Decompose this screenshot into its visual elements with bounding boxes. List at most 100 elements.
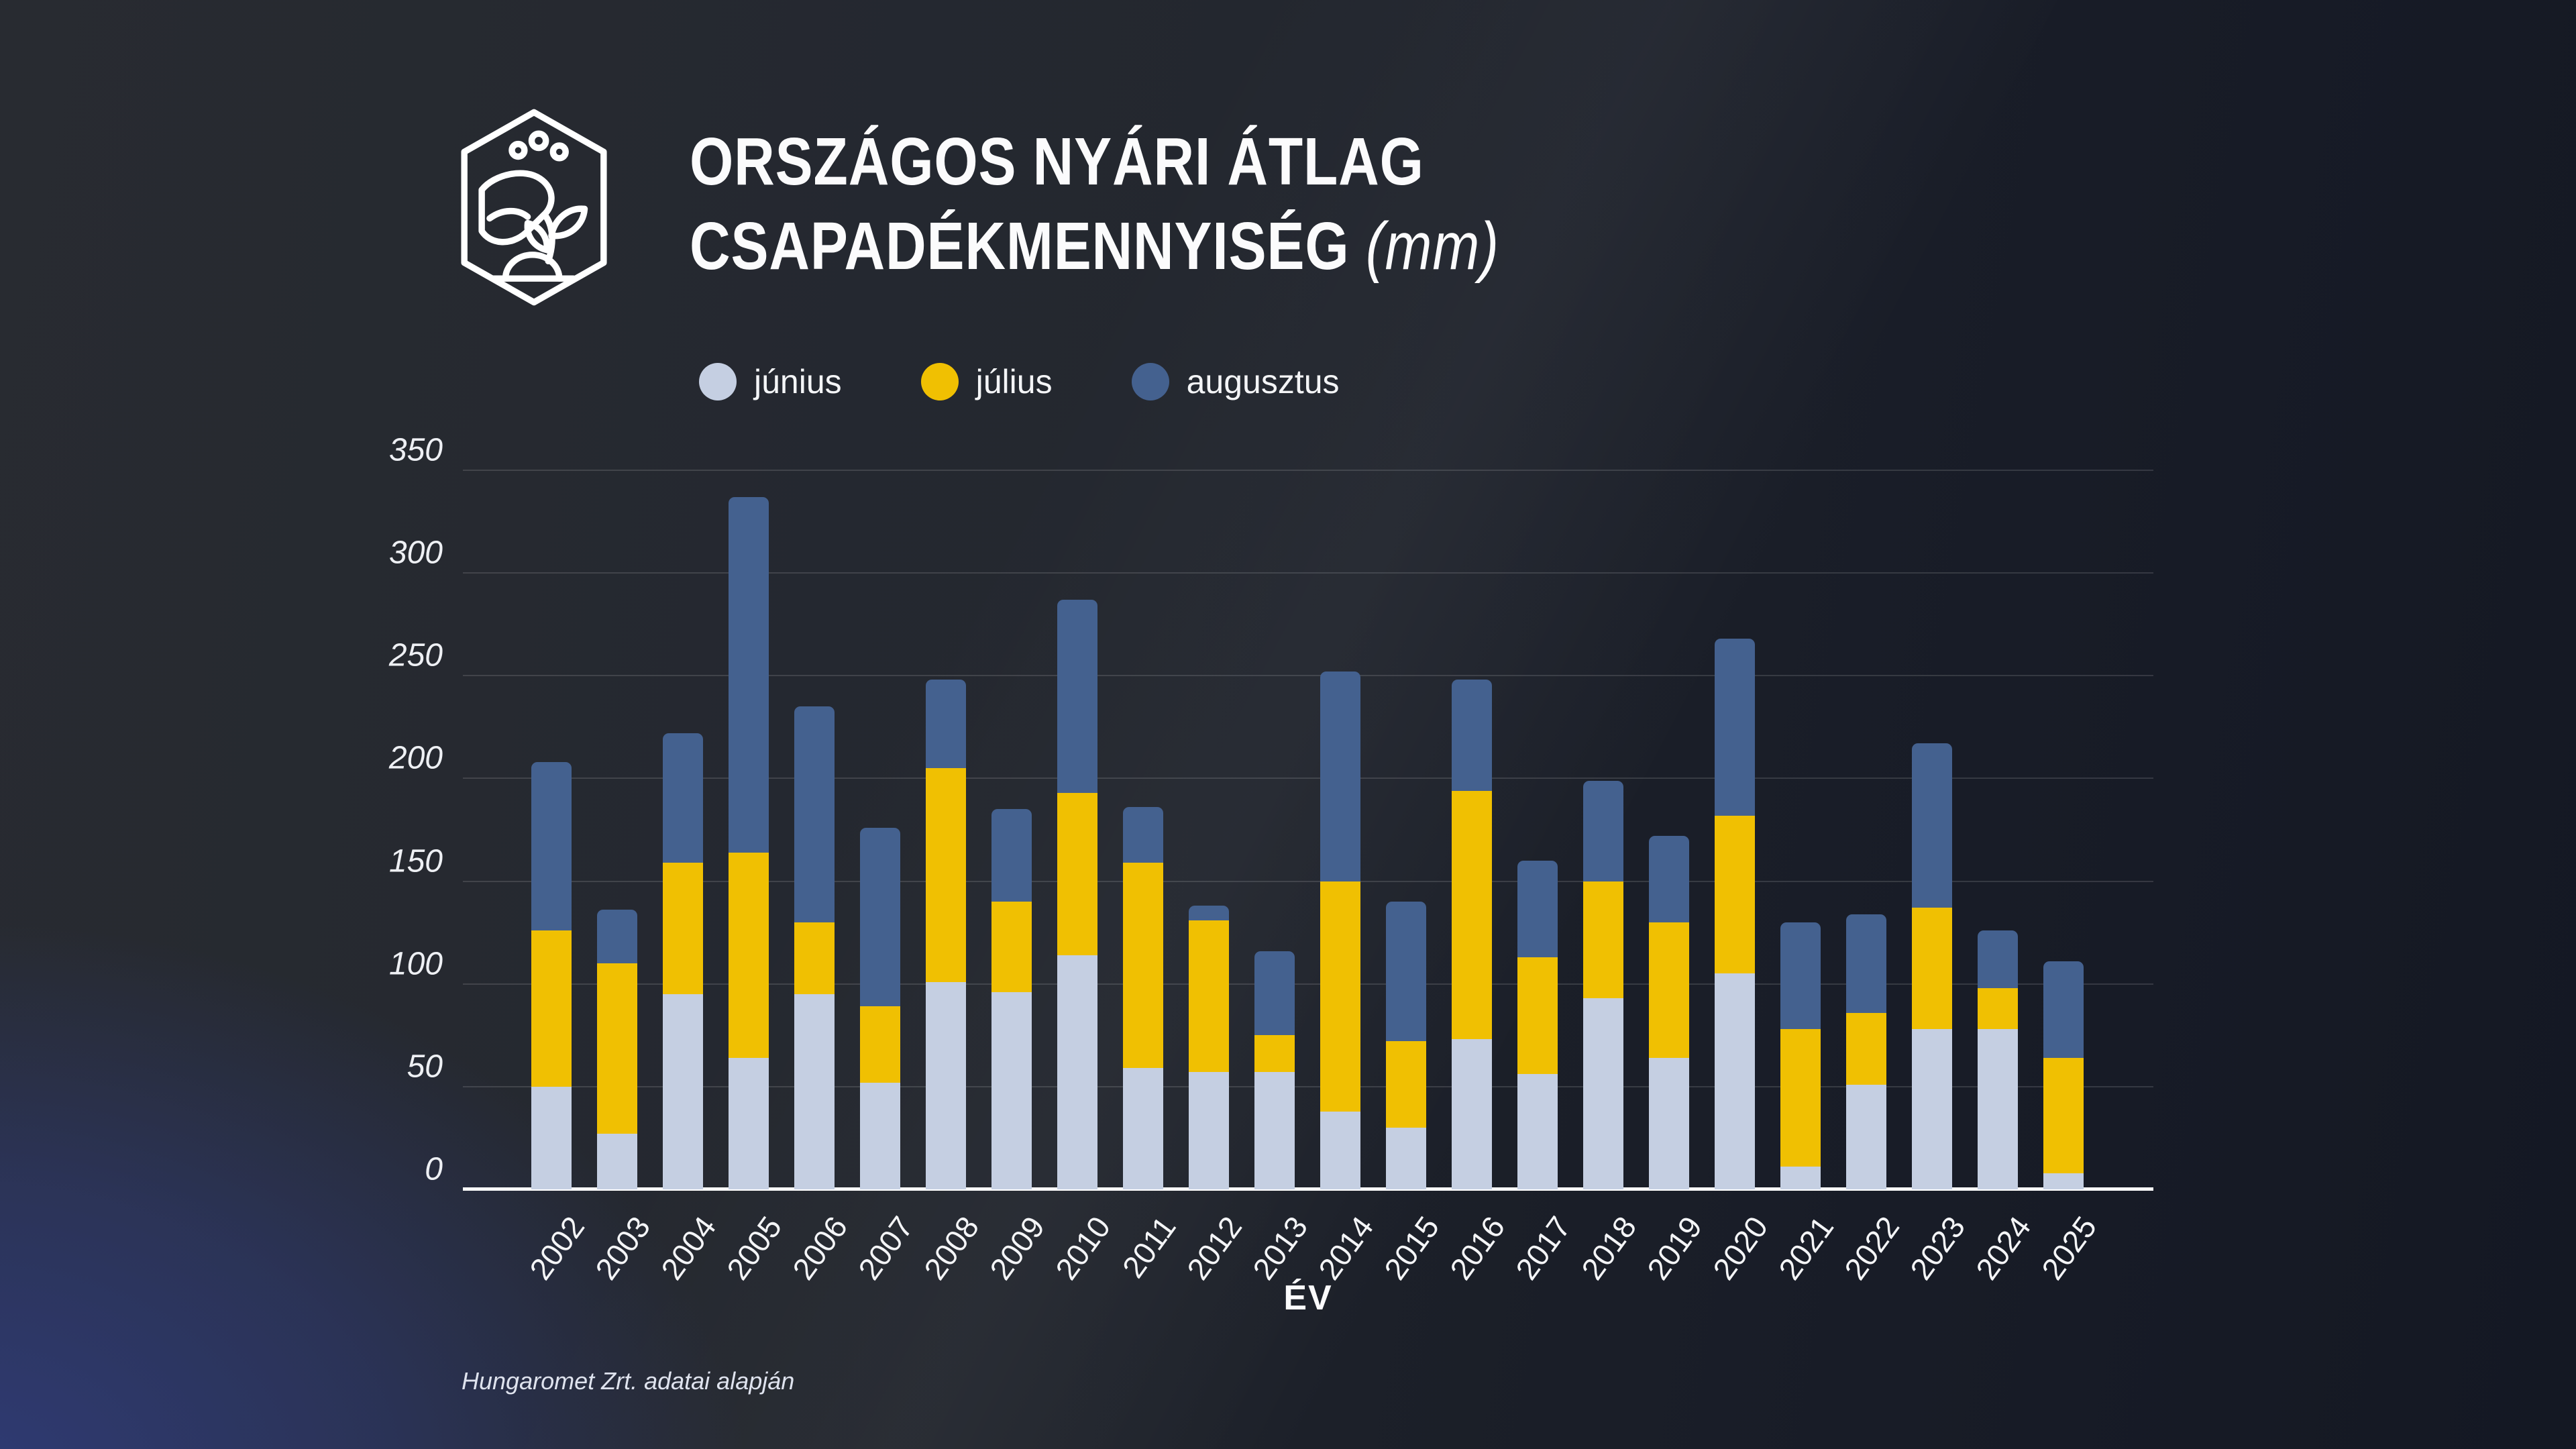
bar-segment-augusztus-2015 [1386, 902, 1426, 1042]
hand-sprout-logo-icon [461, 109, 607, 306]
x-axis-line [463, 1187, 2153, 1191]
x-tick-label-2004: 2004 [653, 1210, 722, 1286]
bar-segment-június-2015 [1386, 1128, 1426, 1189]
bar-segment-augusztus-2012 [1189, 906, 1229, 920]
bar-segment-augusztus-2014 [1320, 672, 1360, 881]
gridline-200 [463, 777, 2153, 780]
bar-segment-július-2007 [860, 1006, 900, 1083]
legend-dot-icon [920, 363, 959, 400]
bar-segment-augusztus-2002 [531, 761, 572, 931]
bar-segment-július-2022 [1846, 1012, 1886, 1085]
bar-2019 [1649, 836, 1689, 1189]
bar-2014 [1320, 672, 1360, 1189]
x-tick-label-2005: 2005 [719, 1210, 788, 1286]
bar-segment-június-2010 [1057, 955, 1097, 1189]
bar-segment-június-2007 [860, 1082, 900, 1189]
title-line-1: ORSZÁGOS NYÁRI ÁTLAG [690, 124, 1424, 199]
gridline-300 [463, 572, 2153, 574]
bar-segment-augusztus-2009 [991, 809, 1032, 902]
bar-segment-augusztus-2019 [1649, 836, 1689, 922]
bar-segment-augusztus-2011 [1123, 807, 1163, 863]
x-tick-label-2024: 2024 [1968, 1210, 2037, 1286]
y-tick-label-250: 250 [388, 637, 443, 674]
bar-segment-augusztus-2007 [860, 827, 900, 1007]
x-tick-label-2019: 2019 [1640, 1210, 1709, 1286]
bar-segment-július-2023 [1912, 908, 1952, 1030]
title-line-2: CSAPADÉKMENNYISÉG (mm) [690, 204, 1499, 288]
bar-segment-augusztus-2008 [926, 680, 966, 769]
bar-segment-július-2005 [729, 852, 769, 1058]
bar-segment-június-2017 [1517, 1074, 1558, 1189]
bar-segment-augusztus-2022 [1846, 914, 1886, 1013]
bar-segment-augusztus-2004 [663, 733, 703, 863]
x-tick-label-2022: 2022 [1837, 1210, 1906, 1286]
bar-segment-június-2011 [1123, 1068, 1163, 1189]
gridline-250 [463, 675, 2153, 677]
bar-segment-július-2021 [1780, 1029, 1821, 1167]
bar-segment-június-2023 [1912, 1029, 1952, 1189]
y-tick-label-50: 50 [407, 1049, 443, 1085]
bar-segment-augusztus-2003 [597, 910, 637, 964]
title-line-2-text: CSAPADÉKMENNYISÉG [690, 209, 1350, 284]
title-unit: (mm) [1365, 209, 1499, 284]
bar-segment-augusztus-2010 [1057, 599, 1097, 793]
y-tick-label-200: 200 [388, 740, 443, 776]
bar-2021 [1780, 922, 1821, 1189]
y-tick-label-150: 150 [388, 843, 443, 879]
bar-segment-június-2022 [1846, 1084, 1886, 1189]
bar-2024 [1978, 930, 2018, 1189]
bar-segment-augusztus-2016 [1452, 680, 1492, 791]
source-note: Hungaromet Zrt. adatai alapján [462, 1367, 795, 1395]
bar-segment-július-2015 [1386, 1041, 1426, 1128]
bar-segment-július-2017 [1517, 957, 1558, 1075]
x-tick-label-2025: 2025 [2034, 1210, 2103, 1286]
legend-item-július: július [920, 362, 1053, 401]
bar-2006 [794, 706, 835, 1189]
bar-segment-június-2021 [1780, 1167, 1821, 1189]
bar-segment-június-2020 [1715, 973, 1755, 1189]
bar-segment-július-2025 [2043, 1057, 2084, 1173]
bar-segment-július-2014 [1320, 881, 1360, 1112]
bar-segment-augusztus-2024 [1978, 930, 2018, 988]
bar-2025 [2043, 961, 2084, 1189]
legend-dot-icon [699, 363, 737, 400]
bar-segment-augusztus-2020 [1715, 639, 1755, 816]
bar-segment-június-2005 [729, 1057, 769, 1189]
bar-segment-augusztus-2025 [2043, 961, 2084, 1058]
bar-segment-június-2014 [1320, 1111, 1360, 1189]
x-tick-label-2011: 2011 [1115, 1210, 1183, 1285]
legend-label: június [754, 363, 842, 400]
bar-2022 [1846, 914, 1886, 1189]
legend-item-augusztus: augusztus [1131, 362, 1340, 401]
x-tick-label-2002: 2002 [522, 1210, 591, 1286]
bar-segment-július-2013 [1254, 1035, 1295, 1073]
bar-2017 [1517, 860, 1558, 1189]
x-tick-label-2021: 2021 [1771, 1210, 1840, 1286]
bar-segment-június-2024 [1978, 1029, 2018, 1189]
bar-2007 [860, 827, 900, 1189]
bar-2020 [1715, 639, 1755, 1189]
bar-segment-június-2016 [1452, 1039, 1492, 1189]
bar-segment-július-2020 [1715, 815, 1755, 974]
bar-2009 [991, 809, 1032, 1189]
bar-segment-augusztus-2018 [1583, 780, 1623, 881]
bar-2012 [1189, 906, 1229, 1189]
bar-segment-június-2008 [926, 981, 966, 1189]
x-tick-label-2020: 2020 [1705, 1210, 1774, 1286]
gridline-100 [463, 983, 2153, 985]
bar-segment-június-2012 [1189, 1072, 1229, 1189]
x-tick-label-2006: 2006 [785, 1210, 854, 1286]
bar-segment-július-2010 [1057, 792, 1097, 955]
bar-segment-augusztus-2005 [729, 496, 769, 853]
bar-segment-június-2003 [597, 1134, 637, 1189]
bar-2018 [1583, 780, 1623, 1189]
x-tick-label-2018: 2018 [1574, 1210, 1643, 1286]
bar-2002 [531, 761, 572, 1189]
bar-segment-július-2019 [1649, 922, 1689, 1058]
gridline-350 [463, 470, 2153, 471]
bar-2005 [729, 496, 769, 1189]
legend-label: augusztus [1186, 363, 1340, 400]
bar-segment-június-2006 [794, 994, 835, 1189]
bar-segment-augusztus-2006 [794, 706, 835, 922]
